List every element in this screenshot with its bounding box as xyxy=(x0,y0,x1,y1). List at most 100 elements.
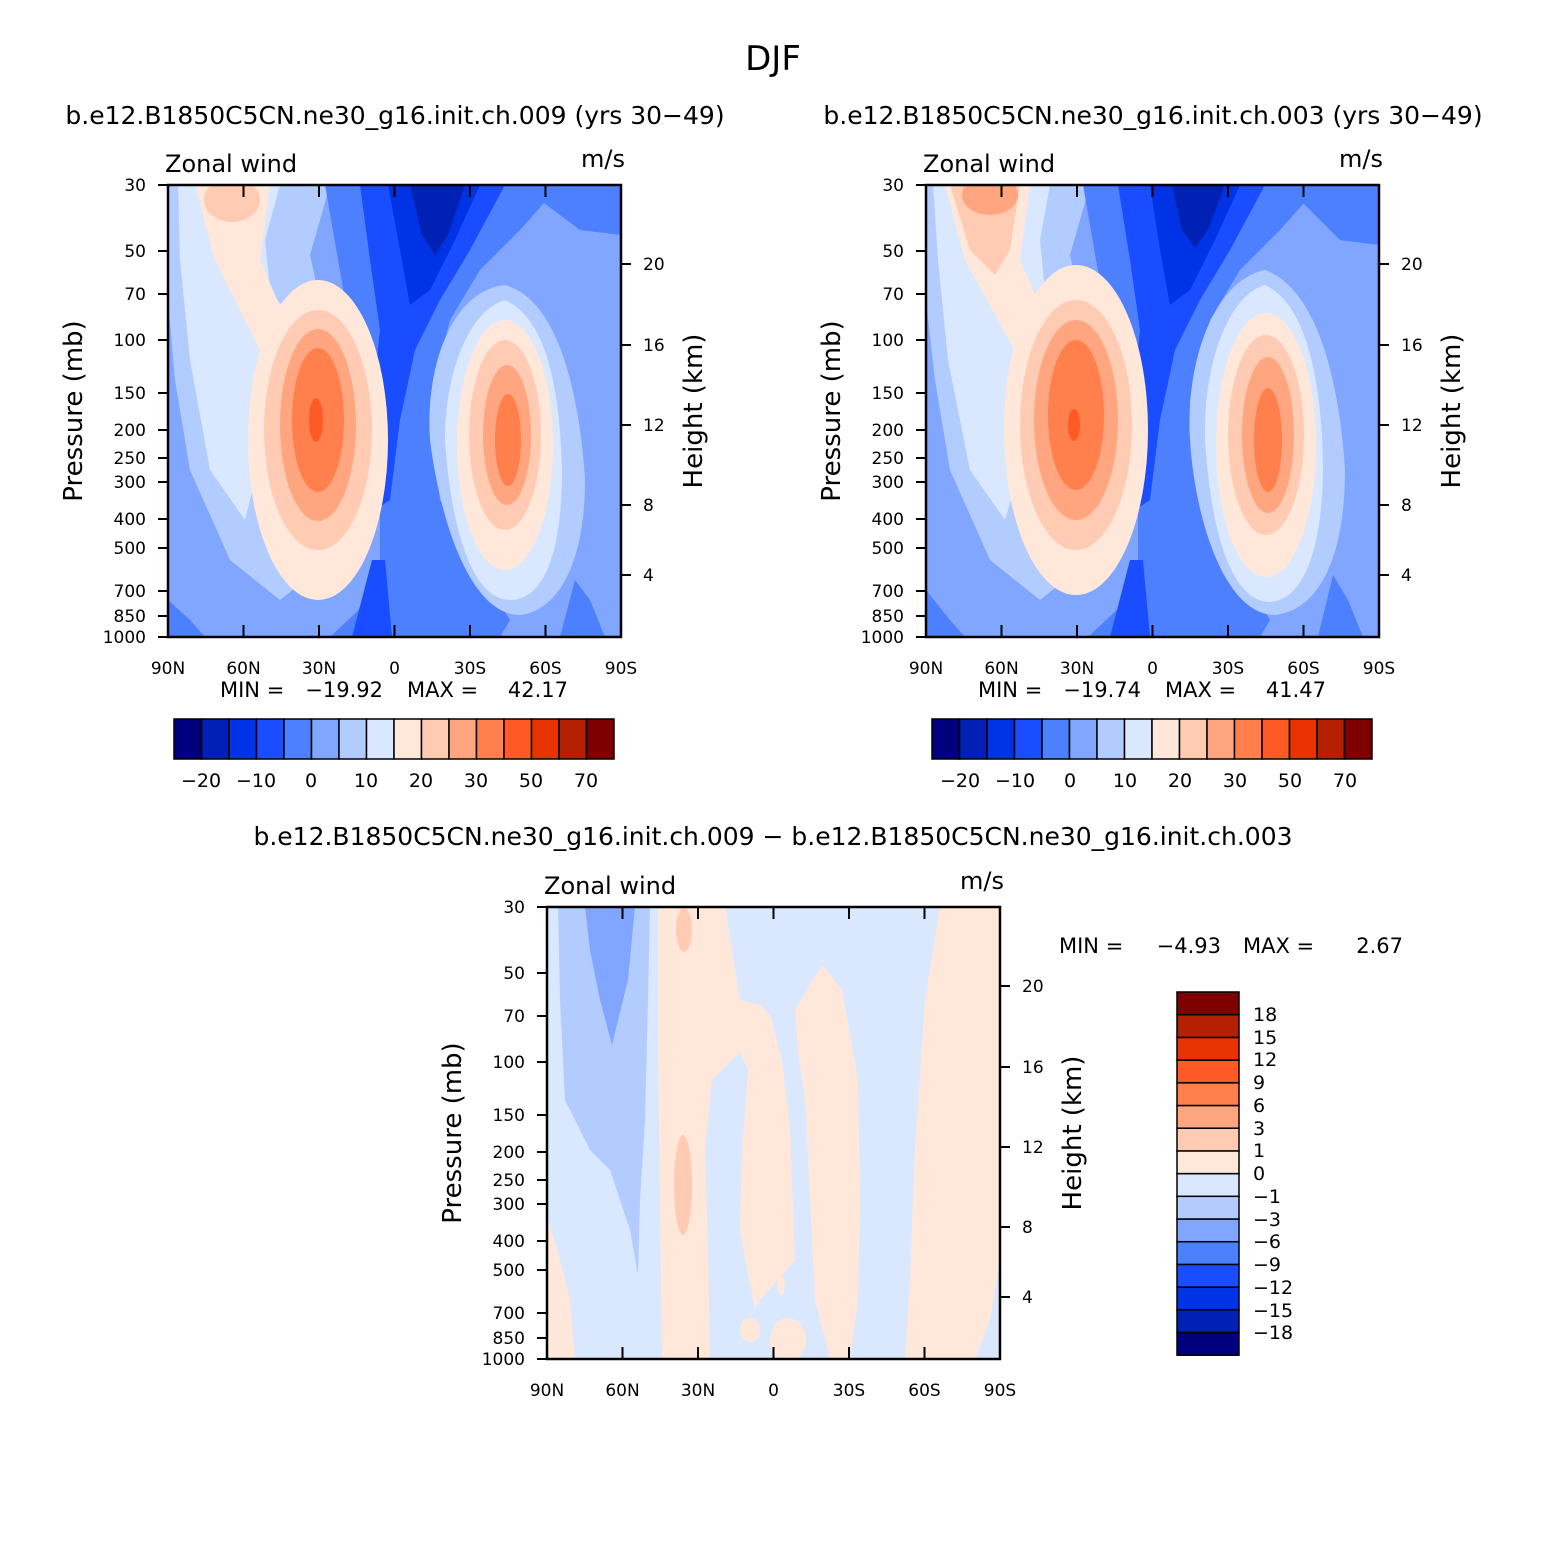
max-label: MAX = xyxy=(407,678,478,702)
fill-pos-center xyxy=(795,965,860,1359)
contour-field xyxy=(547,907,1000,1359)
colorbar-swatch xyxy=(986,718,1016,760)
fill-neg-1 xyxy=(558,907,650,1275)
colorbar-label: −6 xyxy=(1253,1231,1281,1253)
colorbar-swatch xyxy=(1068,718,1098,760)
colorbar-label: 3 xyxy=(1253,1118,1265,1140)
fill-neg-pocket xyxy=(705,1052,755,1359)
colorbar-swatch xyxy=(558,718,588,760)
colorbar-swatch xyxy=(1176,1172,1240,1198)
contour-field xyxy=(168,185,621,637)
colorbar-swatch xyxy=(1206,718,1236,760)
left-string: Zonal wind xyxy=(544,872,676,900)
y2-tick-label: 4 xyxy=(1401,566,1412,586)
colorbar-swatch xyxy=(475,718,505,760)
colorbar-label: −12 xyxy=(1253,1277,1293,1299)
colorbar-swatch xyxy=(1041,718,1071,760)
y2-tick-label: 4 xyxy=(1022,1288,1033,1308)
x-tick-label: 90N xyxy=(151,659,185,679)
x-tick-label: 30S xyxy=(1212,659,1244,679)
colorbar-swatch xyxy=(255,718,285,760)
y-tick-label: 50 xyxy=(882,242,904,262)
max-value: 2.67 xyxy=(1356,934,1403,958)
colorbar-swatch xyxy=(1176,991,1240,1016)
colorbar xyxy=(1176,991,1240,1356)
x-tick-label: 30N xyxy=(302,659,336,679)
fill-deep-blue-2 xyxy=(410,185,465,255)
colorbar-swatch xyxy=(365,718,395,760)
y-tick-label: 850 xyxy=(114,607,146,627)
colorbar-label: 10 xyxy=(1113,770,1137,792)
units-string: m/s xyxy=(1339,145,1383,173)
fill-polar-south xyxy=(1318,575,1363,637)
x-tick-label: 90N xyxy=(530,1381,564,1401)
colorbar-swatch xyxy=(393,718,423,760)
colorbar-swatch xyxy=(1176,1263,1240,1288)
y-tick-label: 200 xyxy=(493,1143,525,1163)
y-tick-label: 850 xyxy=(872,607,904,627)
colorbar-label: 70 xyxy=(574,770,598,792)
fill-pos-east xyxy=(905,907,1000,1359)
colorbar-label: 50 xyxy=(1278,770,1302,792)
colorbar-swatch xyxy=(448,718,478,760)
y-tick-label: 30 xyxy=(124,176,146,196)
colorbar-swatch xyxy=(200,718,230,760)
y2-tick-label: 16 xyxy=(1401,336,1423,356)
colorbar-label: −10 xyxy=(995,770,1035,792)
y-tick-label: 700 xyxy=(493,1304,525,1324)
x-tick-label: 90S xyxy=(984,1381,1016,1401)
min-value: −19.92 xyxy=(305,678,383,702)
fill-pos-1 xyxy=(674,1135,692,1235)
x-tick-label: 30N xyxy=(1060,659,1094,679)
colorbar-swatch xyxy=(1176,1331,1240,1356)
colorbar-label: 0 xyxy=(1253,1163,1265,1185)
colorbar-swatch xyxy=(585,718,615,760)
y-axis-label: Pressure (mb) xyxy=(438,1042,468,1223)
colorbar-label: −3 xyxy=(1253,1209,1281,1231)
y-tick-label: 300 xyxy=(114,473,146,493)
colorbar-swatch xyxy=(1176,1309,1240,1334)
colorbar-label: 30 xyxy=(1223,770,1247,792)
fill-upper-east xyxy=(540,185,621,235)
panel-left: b.e12.B1850C5CN.ne30_g16.init.ch.009 (yr… xyxy=(59,101,725,792)
colorbar-swatch xyxy=(1176,1286,1240,1311)
colorbar-swatch xyxy=(1288,718,1318,760)
colorbar-swatch xyxy=(1176,1036,1240,1061)
x-tick-label: 0 xyxy=(1147,659,1158,679)
fill-polar-north xyxy=(168,600,205,637)
x-tick-label: 0 xyxy=(389,659,400,679)
y-tick-label: 1000 xyxy=(482,1350,525,1370)
colorbar-label: −1 xyxy=(1253,1186,1281,1208)
ticks xyxy=(537,906,1010,1360)
y2-tick-label: 4 xyxy=(643,566,654,586)
x-tick-label: 60S xyxy=(529,659,561,679)
left-string: Zonal wind xyxy=(923,150,1055,178)
colorbar xyxy=(173,718,615,760)
units-string: m/s xyxy=(960,867,1004,895)
y-tick-label: 70 xyxy=(124,285,146,305)
colorbar-label: −20 xyxy=(940,770,980,792)
colorbar-label: −9 xyxy=(1253,1254,1281,1276)
colorbar-swatch xyxy=(1176,1082,1240,1107)
colorbar-swatch xyxy=(958,718,988,760)
x-tick-label: 30S xyxy=(454,659,486,679)
y-tick-label: 50 xyxy=(124,242,146,262)
y2-tick-label: 12 xyxy=(643,416,665,436)
fill-band-west-light xyxy=(933,185,1070,520)
left-string: Zonal wind xyxy=(165,150,297,178)
jet-n-50 xyxy=(309,398,323,442)
y-tick-label: 30 xyxy=(503,898,525,918)
colorbar-swatch xyxy=(503,718,533,760)
colorbar-swatch xyxy=(1261,718,1291,760)
x-tick-label: 60S xyxy=(1287,659,1319,679)
min-value: −19.74 xyxy=(1063,678,1141,702)
fill-east-blue-2 xyxy=(360,185,505,520)
colorbar-swatch xyxy=(1176,1104,1240,1129)
fill-pos-blob xyxy=(770,1318,806,1359)
y-tick-label: 300 xyxy=(872,473,904,493)
panel-title: b.e12.B1850C5CN.ne30_g16.init.ch.009 − b… xyxy=(253,822,1292,851)
panel-title: b.e12.B1850C5CN.ne30_g16.init.ch.003 (yr… xyxy=(823,101,1482,130)
y2-axis-label: Height (km) xyxy=(679,334,709,489)
fill-pos-sw xyxy=(547,1215,575,1359)
